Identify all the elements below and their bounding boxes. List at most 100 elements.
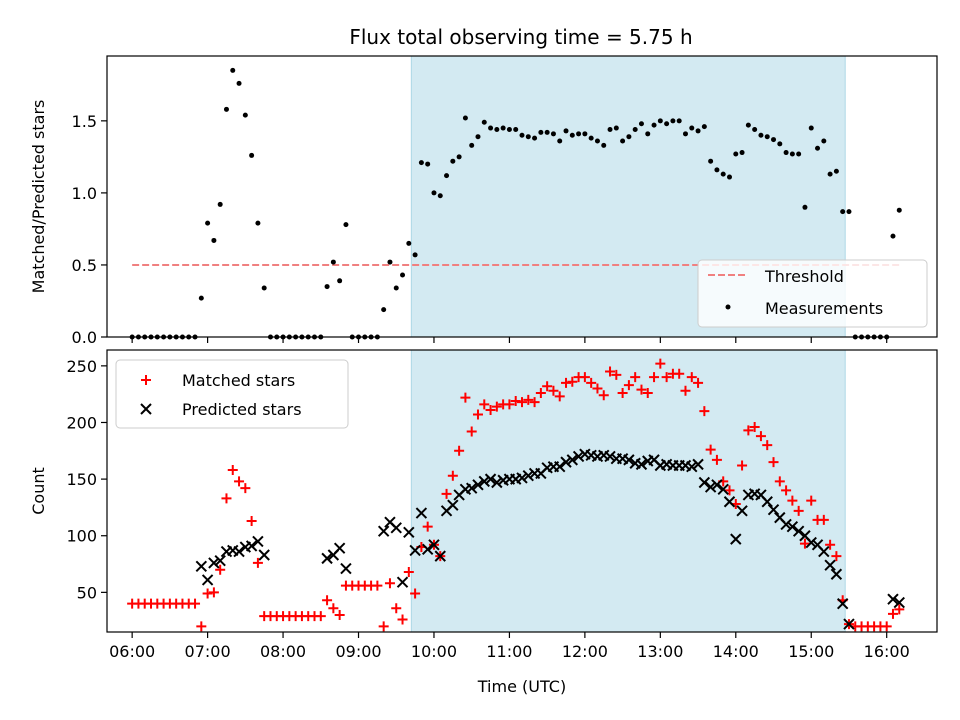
measurement-point	[890, 233, 896, 239]
measurement-point	[450, 158, 456, 164]
predicted-star-point	[830, 568, 843, 580]
predicted-star-point	[698, 476, 711, 489]
measurement-point	[223, 106, 229, 112]
matched-star-point	[680, 385, 691, 396]
predicted-star-point	[434, 550, 446, 562]
measurement-point	[563, 128, 569, 134]
matched-star-point	[328, 603, 339, 614]
matched-star-point	[649, 372, 660, 383]
measurement-point	[387, 259, 393, 265]
figure-title: Flux total observing time = 5.75 h	[349, 25, 692, 49]
predicted-star-point	[560, 456, 572, 468]
y-tick-label: 1.0	[72, 184, 97, 203]
x-tick-label: 13:00	[637, 642, 683, 661]
measurement-point	[708, 158, 714, 164]
measurement-point	[808, 125, 814, 131]
matched-star-point	[768, 457, 779, 468]
measurement-point	[651, 122, 657, 128]
measurement-point	[324, 284, 330, 290]
predicted-star-point	[245, 540, 258, 552]
measurement-point	[211, 237, 217, 243]
measurement-point	[444, 173, 450, 179]
measurement-point	[469, 142, 475, 148]
y-tick-label: 150	[66, 470, 97, 489]
predicted-star-point	[736, 505, 748, 517]
matched-star-point	[422, 521, 433, 532]
measurement-point	[676, 118, 682, 124]
matched-star-point	[825, 539, 836, 550]
matched-star-point	[655, 358, 666, 369]
matched-star-point	[322, 595, 333, 606]
measurement-point	[576, 131, 582, 137]
matched-star-point	[762, 440, 773, 451]
measurement-point	[230, 67, 236, 73]
legend-box	[115, 359, 349, 429]
measurement-point	[431, 190, 437, 196]
measurement-point	[815, 145, 821, 151]
matched-star-point	[517, 397, 527, 408]
measurement-point	[412, 252, 418, 258]
matched-star-point	[221, 493, 232, 504]
matched-star-point	[234, 476, 245, 487]
x-tick-label: 09:00	[335, 642, 381, 661]
y-tick-label: 0.0	[72, 328, 97, 347]
measurement-point	[217, 201, 223, 207]
measurement-point	[462, 115, 468, 121]
measurement-point	[519, 132, 525, 138]
matched-star-point	[240, 483, 251, 494]
measurement-point	[758, 132, 764, 138]
matched-star-point	[491, 401, 502, 412]
measurement-point	[896, 207, 902, 213]
measurement-point	[513, 126, 519, 132]
matched-star-point	[894, 604, 905, 615]
measurement-point	[500, 125, 506, 131]
matched-star-point	[793, 505, 804, 516]
predicted-star-point	[711, 479, 723, 491]
predicted-star-point	[554, 460, 566, 473]
x-tick-label: 12:00	[562, 642, 608, 661]
predicted-star-point	[447, 499, 459, 511]
matched-star-point	[818, 514, 829, 525]
predicted-star-point	[421, 543, 434, 556]
measurement-point	[343, 222, 349, 228]
matched-star-point	[460, 392, 471, 403]
legend-bottom: Matched stars Predicted stars	[115, 359, 349, 429]
matched-star-point	[617, 388, 628, 399]
matched-star-point	[252, 557, 263, 568]
y-axis-label: Matched/Predicted stars	[29, 100, 48, 294]
predicted-star-point	[786, 520, 799, 533]
matched-star-point	[787, 495, 798, 506]
matched-star-point	[384, 578, 395, 589]
x-axis-label: Time (UTC)	[477, 677, 566, 696]
measurement-point	[626, 134, 632, 140]
y-tick-label: 1.5	[72, 112, 97, 131]
matched-star-point	[561, 377, 572, 388]
predicted-star-point	[704, 481, 717, 493]
matched-star-point	[743, 425, 754, 436]
predicted-star-point	[893, 596, 905, 609]
legend-measurement-swatch	[725, 304, 731, 310]
x-tick-label: 11:00	[486, 642, 532, 661]
predicted-star-point	[843, 618, 855, 630]
measurement-point	[714, 167, 720, 173]
predicted-star-point	[887, 593, 899, 605]
measurement-point	[550, 131, 556, 137]
x-tick-label: 14:00	[713, 642, 759, 661]
matched-star-point	[699, 406, 710, 417]
matched-star-point	[693, 377, 704, 388]
matched-star-point	[781, 485, 792, 496]
matched-star-point	[705, 444, 716, 455]
predicted-star-point	[730, 533, 742, 545]
matched-star-point	[806, 495, 817, 506]
matched-star-point	[642, 388, 653, 399]
predicted-star-point	[780, 518, 792, 531]
y-tick-label: 250	[66, 357, 97, 376]
predicted-star-point	[233, 545, 245, 558]
measurement-point	[525, 134, 531, 140]
measurement-point	[670, 118, 676, 124]
measurement-point	[827, 171, 833, 177]
matched-star-point	[598, 390, 609, 401]
measurement-point	[796, 151, 802, 157]
measurement-point	[745, 122, 751, 128]
